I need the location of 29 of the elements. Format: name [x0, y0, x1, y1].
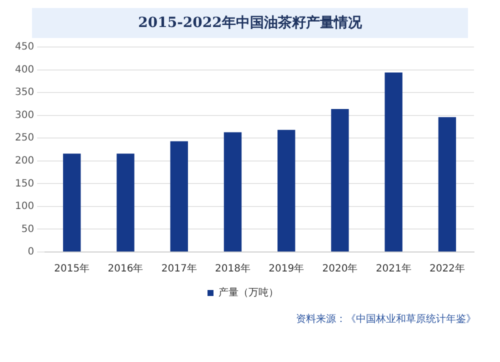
x-tick-label: 2019年	[268, 262, 304, 275]
y-tick-label: 450	[14, 42, 34, 53]
x-tick-label: 2021年	[376, 262, 412, 275]
bar	[170, 141, 188, 252]
bar	[63, 154, 81, 252]
text: 资料来源：《中国林业和草原统计年鉴》	[295, 312, 477, 326]
y-tick-label: 300	[14, 110, 34, 121]
y-tick-label: 0	[28, 246, 34, 258]
bar	[438, 117, 456, 252]
bar	[331, 108, 349, 252]
y-tick-label: 400	[14, 64, 34, 76]
y-tick-label: 100	[14, 201, 34, 212]
y-tick-label: 50	[21, 224, 34, 235]
y-tick-label: 150	[14, 178, 34, 190]
y-tick-label: 350	[14, 87, 34, 98]
chart-title: 2015-2022年中国油茶籽产量情况	[32, 8, 468, 38]
bar	[278, 130, 296, 252]
x-tick-label: 2022年	[429, 262, 465, 275]
x-tick-label: 2016年	[108, 262, 144, 275]
y-tick-label: 250	[14, 132, 34, 144]
x-tick-label: 2020年	[322, 262, 358, 275]
x-tick-label: 2015年	[54, 262, 90, 275]
bar	[224, 132, 242, 252]
y-tick-label: 200	[14, 155, 34, 166]
bar	[116, 154, 134, 252]
x-tick-label: 2017年	[161, 262, 197, 275]
x-tick-label: 2018年	[215, 262, 250, 275]
legend-label: 产量（万吨）	[218, 286, 278, 299]
bar	[384, 72, 402, 252]
